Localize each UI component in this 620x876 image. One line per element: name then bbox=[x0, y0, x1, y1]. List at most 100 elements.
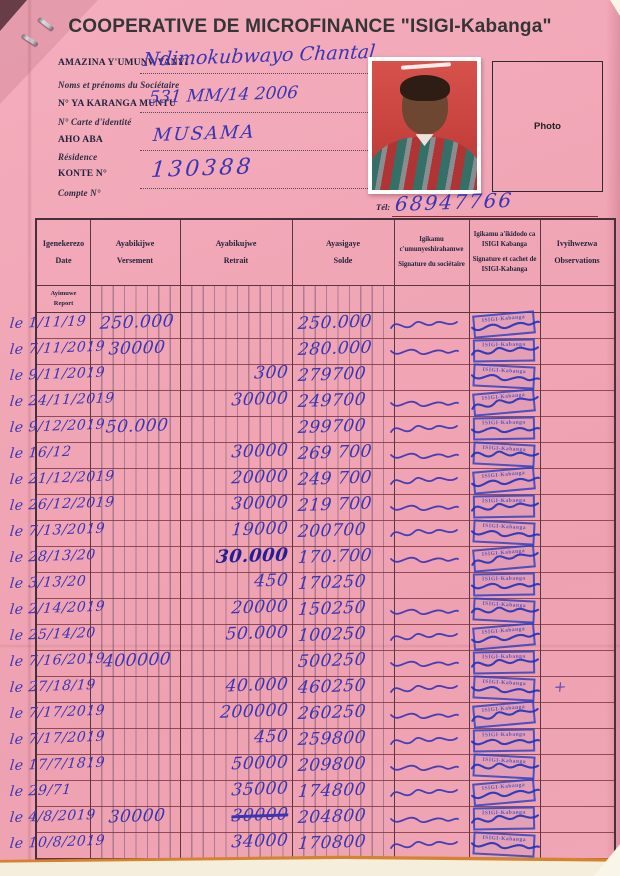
withdrawal-amount: 450 bbox=[253, 726, 290, 748]
entry-date: le 17/7/1819 bbox=[9, 754, 106, 774]
member-name-value: Ndimokubwayo Chantal bbox=[142, 40, 377, 71]
balance-amount: 174800 bbox=[297, 779, 367, 802]
page-corner bbox=[610, 0, 620, 16]
dotted-line bbox=[140, 73, 368, 74]
cashier-signature bbox=[471, 788, 540, 800]
photo-placeholder-box: Photo bbox=[492, 61, 603, 192]
withdrawal-amount: 30.000 bbox=[215, 544, 290, 568]
vertical-crease bbox=[27, 0, 32, 876]
isigi-stamp: ISIGI-Kabanga bbox=[471, 338, 540, 363]
cashier-signature bbox=[471, 346, 540, 356]
table-row: le 3/13/20 450 170250 ISIGI-Kabanga bbox=[9, 570, 614, 599]
table-row: le 9/12/2019 50.000 299700 ISIGI-Kabanga bbox=[9, 415, 614, 443]
cashier-signature bbox=[470, 738, 541, 746]
cashier-signature bbox=[471, 814, 540, 824]
col-header-french: Versement bbox=[116, 256, 154, 265]
table-row: le 7/17/2019 450 259800 ISIGI-Kabanga bbox=[9, 726, 614, 755]
table-row: le 1/11/19 250.000 250.000 ISIGI-Kabanga bbox=[9, 310, 614, 339]
isigi-stamp: ISIGI-Kabanga bbox=[471, 650, 540, 675]
report-label-french: Report bbox=[53, 300, 74, 307]
table-row: le 16/12 30000 269 700 ISIGI-Kabanga bbox=[9, 440, 614, 469]
row-line bbox=[37, 285, 614, 286]
report-row: Ayimuwe Report bbox=[37, 285, 90, 312]
cashier-signature bbox=[470, 842, 540, 850]
table-row: le 24/11/2019 30000 249700 ISIGI-Kabanga bbox=[9, 388, 614, 417]
member-signature bbox=[390, 764, 459, 772]
isigi-stamp: ISIGI-Kabanga bbox=[470, 519, 540, 546]
cashier-signature bbox=[470, 426, 541, 434]
account-number-value: 130388 bbox=[150, 154, 255, 183]
id-label-kirundi: N° YA KARANGA MUNTU bbox=[58, 99, 176, 109]
cashier-signature bbox=[470, 530, 540, 538]
col-header-solde: Ayasigaye Solde bbox=[292, 220, 394, 285]
col-header-french: Retrait bbox=[223, 256, 249, 265]
scan-glare bbox=[401, 62, 452, 70]
isigi-stamp: ISIGI-Kabanga bbox=[470, 363, 540, 390]
member-signature bbox=[390, 476, 458, 485]
balance-amount: 170250 bbox=[297, 571, 367, 594]
deposit-amount: 30000 bbox=[107, 337, 167, 360]
horizontal-crease bbox=[0, 644, 620, 648]
isigi-stamp: ISIGI-Kabanga bbox=[471, 388, 539, 417]
member-signature bbox=[390, 556, 459, 564]
balance-amount: 269 700 bbox=[297, 441, 373, 464]
deposit-amount: 250.000 bbox=[99, 311, 175, 334]
portrait-head bbox=[399, 74, 450, 134]
member-signature bbox=[390, 816, 459, 824]
balance-amount: 249 700 bbox=[297, 467, 373, 490]
table-row: le 26/12/2019 30000 219 700 ISIGI-Kabanga bbox=[9, 492, 614, 521]
cashier-signature bbox=[470, 450, 540, 458]
table-row: le 17/7/1819 50000 209800 ISIGI-Kabanga bbox=[9, 752, 614, 781]
cashier-signature bbox=[470, 374, 540, 382]
id-number-value: 531 MM/14 2006 bbox=[148, 82, 300, 108]
balance-amount: 204800 bbox=[297, 805, 367, 828]
balance-amount: 500250 bbox=[297, 649, 367, 672]
dotted-line bbox=[140, 112, 368, 113]
balance-amount: 259800 bbox=[297, 727, 367, 750]
tel-value: 68947766 bbox=[394, 187, 515, 216]
entry-date: le 25/14/20 bbox=[9, 625, 97, 644]
page-title: COOPERATIVE DE MICROFINANCE "ISIGI-Kaban… bbox=[68, 16, 552, 37]
withdrawal-amount: 30000 bbox=[230, 492, 290, 515]
entry-date: le 9/11/2019 bbox=[9, 364, 106, 384]
entry-date: le 2/14/2019 bbox=[9, 598, 106, 618]
table-row: le 4/8/2019 30000 30000 204800 ISIGI-Kabanga bbox=[9, 804, 614, 833]
tel-underline bbox=[392, 216, 598, 217]
col-header-french: Solde bbox=[333, 256, 353, 265]
member-signature bbox=[390, 632, 458, 641]
col-header-kirundi: Ayasigaye bbox=[325, 239, 361, 249]
member-signature bbox=[390, 788, 458, 797]
isigi-stamp: ISIGI-Kabanga bbox=[470, 441, 540, 468]
entry-date: le 16/12 bbox=[9, 443, 73, 462]
table-row: le 27/18/19 40.000 460250 + ISIGI-Kabanga bbox=[9, 674, 614, 703]
col-header-kirundi: Igenekerezo bbox=[42, 239, 85, 249]
col-header-cachet-isigi: Igikamu a'ikidodo ca ISIGI Kabanga Signa… bbox=[469, 220, 540, 285]
entry-date: le 7/17/2019 bbox=[9, 702, 106, 722]
dotted-line bbox=[140, 188, 368, 189]
member-signature bbox=[390, 424, 458, 433]
col-header-french: Observations bbox=[554, 256, 600, 265]
col-header-french: Date bbox=[55, 256, 72, 265]
cashier-signature bbox=[471, 476, 540, 488]
balance-amount: 279700 bbox=[297, 363, 367, 386]
cashier-signature bbox=[471, 707, 539, 722]
cashier-signature bbox=[470, 606, 540, 614]
entry-date: le 27/18/19 bbox=[9, 677, 97, 696]
isigi-stamp: ISIGI-Kabanga bbox=[470, 416, 541, 441]
col-header-versement: Ayabikijwe Versement bbox=[90, 220, 180, 285]
balance-amount: 100250 bbox=[297, 623, 367, 646]
cashier-signature bbox=[471, 502, 540, 512]
photo-placeholder-label: Photo bbox=[534, 121, 561, 132]
report-label-kirundi: Ayimuwe bbox=[50, 290, 77, 297]
table-row: le 7/17/2019 200000 260250 ISIGI-Kabanga bbox=[9, 700, 614, 729]
withdrawal-amount: 40.000 bbox=[224, 674, 290, 697]
table-row: le 29/71 35000 174800 ISIGI-Kabanga bbox=[9, 778, 614, 807]
member-signature bbox=[390, 528, 458, 537]
withdrawal-amount: 450 bbox=[253, 570, 290, 592]
entry-date: le 21/12/2019 bbox=[9, 468, 116, 488]
ledger-table: Igenekerezo Date Ayabikijwe Versement Ay… bbox=[9, 218, 616, 860]
digit-grid bbox=[91, 285, 180, 858]
account-label-french: Compte N° bbox=[58, 188, 101, 198]
table-row: le 7/13/2019 19000 200700 ISIGI-Kabanga bbox=[9, 518, 614, 547]
